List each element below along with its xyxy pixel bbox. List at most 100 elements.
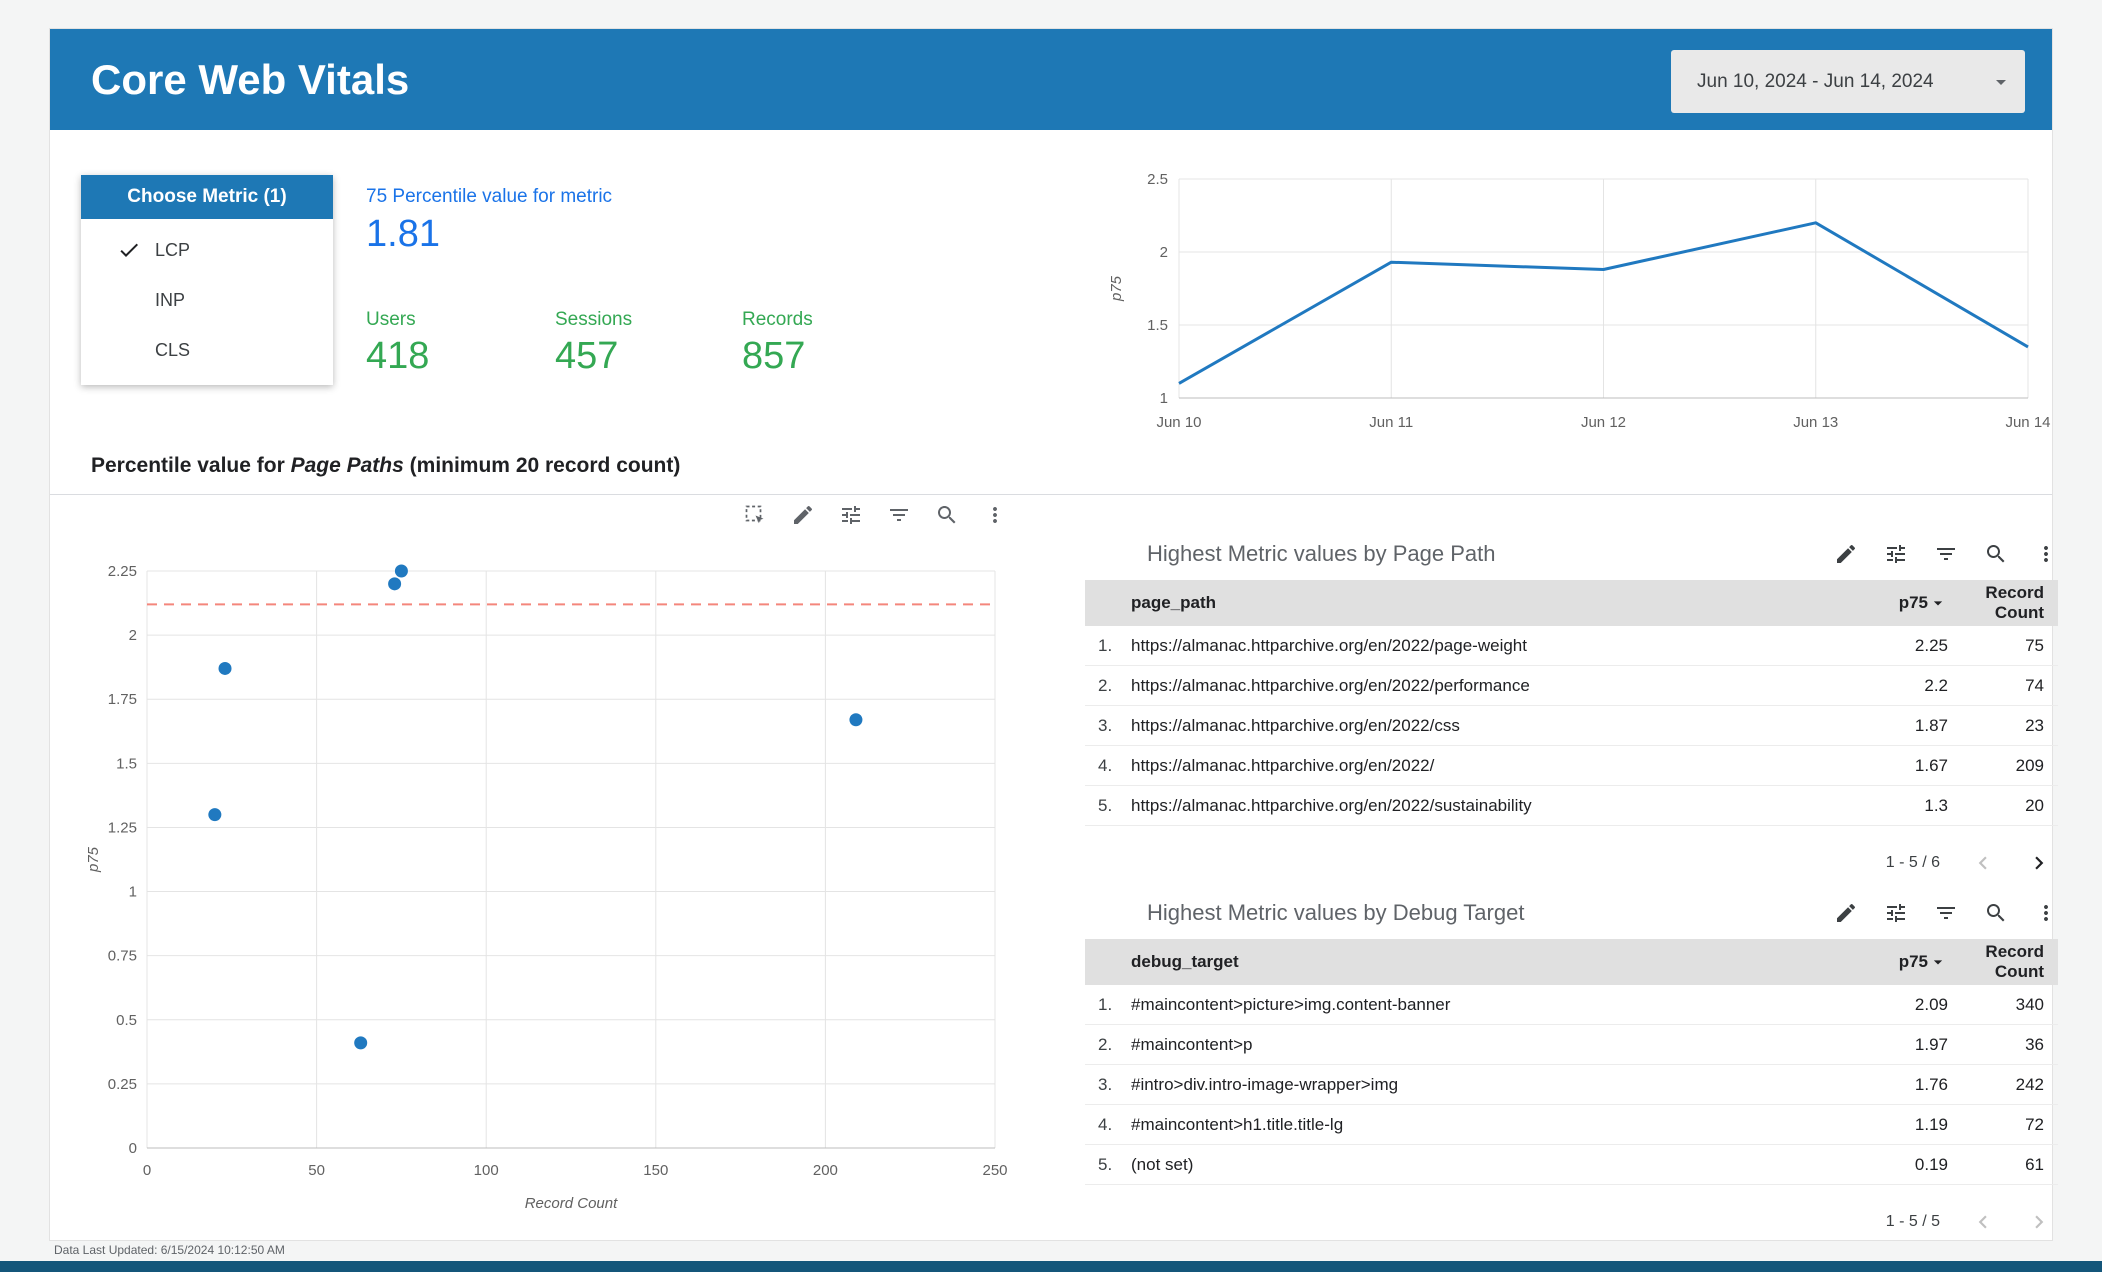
metric-option-label: INP	[155, 289, 186, 310]
row-p75: 0.19	[1914, 1154, 1948, 1174]
metric-option-inp[interactable]: INP	[81, 275, 333, 325]
pagination-next-icon[interactable]	[2026, 850, 2052, 876]
records-scorecard-label: Records	[742, 309, 813, 330]
svg-text:2.5: 2.5	[1147, 171, 1168, 188]
pagination-prev-icon[interactable]	[1970, 1209, 1996, 1235]
table-rows: 1. https://almanac.httparchive.org/en/202…	[1085, 626, 2058, 826]
tune-icon[interactable]	[839, 503, 863, 527]
metric-option-lcp[interactable]: LCP	[81, 225, 333, 275]
table-row: 3. #intro>div.intro-image-wrapper>img 1.76…	[1085, 1065, 2058, 1105]
dropdown-caret-icon	[1989, 70, 2013, 94]
filter-icon[interactable]	[1934, 901, 1958, 925]
report-header: Core Web Vitals Jun 10, 2024 - Jun 14, 2…	[50, 29, 2052, 130]
pagination-prev-icon[interactable]	[1970, 850, 1996, 876]
pagination-range: 1 - 5 / 5	[1885, 1213, 1940, 1230]
table-pagination: 1 - 5 / 5	[1085, 1209, 2058, 1235]
check-icon	[117, 288, 147, 312]
records-scorecard-value: 857	[742, 335, 806, 377]
svg-text:0: 0	[129, 1140, 137, 1157]
row-index: 3.	[1098, 715, 1113, 735]
table-rows: 1. #maincontent>picture>img.content-banne…	[1085, 985, 2058, 1185]
svg-text:Jun 12: Jun 12	[1581, 414, 1626, 431]
svg-text:1.5: 1.5	[1147, 317, 1168, 334]
column-header-key[interactable]: page_path	[1131, 593, 1217, 612]
marquee-select-icon[interactable]	[743, 503, 767, 527]
svg-text:Jun 14: Jun 14	[2005, 414, 2050, 431]
column-header-record-count[interactable]: Record Count	[1985, 942, 2044, 981]
row-key: https://almanac.httparchive.org/en/2022/…	[1131, 675, 1530, 695]
section-heading: Percentile value for Page Paths (minimum…	[91, 454, 680, 478]
row-index: 4.	[1098, 1114, 1113, 1134]
users-scorecard-value: 418	[366, 335, 430, 377]
row-p75: 1.87	[1914, 715, 1948, 735]
row-key: https://almanac.httparchive.org/en/2022/…	[1131, 635, 1527, 655]
scatter-chart-toolbar	[743, 503, 1007, 527]
row-p75: 1.76	[1914, 1074, 1948, 1094]
svg-text:100: 100	[474, 1162, 499, 1179]
column-header-record-count[interactable]: Record Count	[1985, 583, 2044, 622]
row-key: #intro>div.intro-image-wrapper>img	[1131, 1074, 1399, 1094]
row-key: #maincontent>h1.title.title-lg	[1131, 1114, 1344, 1134]
column-header-key[interactable]: debug_target	[1131, 952, 1239, 971]
svg-text:250: 250	[982, 1162, 1007, 1179]
svg-text:Jun 13: Jun 13	[1793, 414, 1838, 431]
more-vert-icon[interactable]	[2034, 901, 2058, 925]
svg-text:150: 150	[643, 1162, 668, 1179]
row-key: https://almanac.httparchive.org/en/2022/…	[1131, 715, 1460, 735]
tune-icon[interactable]	[1884, 542, 1908, 566]
row-record-count: 61	[2025, 1154, 2044, 1174]
svg-text:1: 1	[129, 884, 137, 901]
row-p75: 2.09	[1914, 994, 1948, 1014]
svg-text:0: 0	[143, 1162, 151, 1179]
column-header-p75[interactable]: p75	[1818, 593, 1948, 613]
row-record-count: 209	[2015, 755, 2044, 775]
svg-text:2: 2	[1160, 244, 1168, 261]
tune-icon[interactable]	[1884, 901, 1908, 925]
row-p75: 2.25	[1914, 635, 1948, 655]
zoom-icon[interactable]	[935, 503, 959, 527]
column-header-p75[interactable]: p75	[1818, 952, 1948, 972]
section-divider	[50, 494, 2052, 495]
zoom-icon[interactable]	[1984, 542, 2008, 566]
pagination-next-icon[interactable]	[2026, 1209, 2052, 1235]
edit-icon[interactable]	[791, 503, 815, 527]
row-index: 1.	[1098, 994, 1113, 1014]
users-scorecard-label: Users	[366, 309, 416, 330]
row-key: (not set)	[1131, 1154, 1194, 1174]
percentile-scorecard-value: 1.81	[366, 213, 440, 255]
edit-icon[interactable]	[1834, 542, 1858, 566]
date-range-select[interactable]: Jun 10, 2024 - Jun 14, 2024	[1671, 50, 2025, 113]
metric-options-list: LCP INP CLS	[81, 219, 333, 385]
table-title-row: Highest Metric values by Debug Target	[1085, 893, 2058, 933]
row-p75: 1.19	[1914, 1114, 1948, 1134]
filter-icon[interactable]	[887, 503, 911, 527]
svg-text:0.75: 0.75	[108, 948, 137, 965]
table-header: page_path p75 Record Count	[1085, 580, 2058, 626]
zoom-icon[interactable]	[1984, 901, 2008, 925]
more-vert-icon[interactable]	[2034, 542, 2058, 566]
p75-trend-line-chart: 1 1.5 2 2.5 Jun 10 Jun 11 Jun 12 Jun 13 Jun 14 p7…	[1108, 171, 2051, 431]
check-icon	[117, 238, 147, 262]
row-index: 5.	[1098, 1154, 1113, 1174]
sessions-scorecard-value: 457	[555, 335, 619, 377]
edit-icon[interactable]	[1834, 901, 1858, 925]
check-icon	[117, 338, 147, 362]
row-index: 2.	[1098, 675, 1113, 695]
row-key: https://almanac.httparchive.org/en/2022/	[1131, 755, 1435, 775]
last-updated-note: Data Last Updated: 6/15/2024 10:12:50 AM	[54, 1243, 285, 1257]
section-heading-prefix: Percentile value for	[91, 454, 291, 477]
percentile-scorecard-label: 75 Percentile value for metric	[366, 186, 613, 207]
row-record-count: 23	[2025, 715, 2044, 735]
row-key: #maincontent>picture>img.content-banner	[1131, 994, 1451, 1014]
row-key: https://almanac.httparchive.org/en/2022/…	[1131, 795, 1532, 815]
table-title-row: Highest Metric values by Page Path	[1085, 534, 2058, 574]
table-row: 3. https://almanac.httparchive.org/en/202…	[1085, 706, 2058, 746]
metric-option-cls[interactable]: CLS	[81, 325, 333, 375]
filter-icon[interactable]	[1934, 542, 1958, 566]
metric-selector-header[interactable]: Choose Metric (1)	[81, 175, 333, 219]
table-row: 5. (not set) 0.19 61	[1085, 1145, 2058, 1185]
row-index: 2.	[1098, 1034, 1113, 1054]
svg-text:0.25: 0.25	[108, 1076, 137, 1093]
more-vert-icon[interactable]	[983, 503, 1007, 527]
